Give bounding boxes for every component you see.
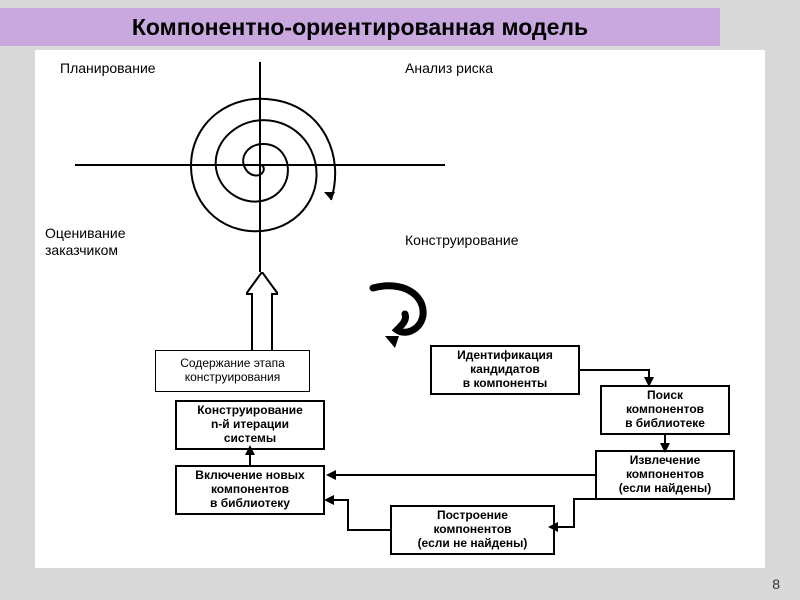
arrow-up-icon (245, 445, 255, 455)
box-stage-content: Содержание этапаконструирования (155, 350, 310, 392)
box-identify-label: Идентификациякандидатовв компоненты (457, 349, 553, 390)
arrow-left-icon (324, 495, 334, 505)
box-extract-label: Извлечениекомпонентов(если найдены) (619, 454, 712, 495)
block-arrow-up (246, 272, 278, 352)
box-construct-iter-label: Конструированиеn-й итерациисистемы (197, 404, 303, 445)
arrow-down-icon (660, 443, 670, 453)
box-identify: Идентификациякандидатовв компоненты (430, 345, 580, 395)
page-number: 8 (772, 576, 780, 592)
edge (335, 474, 595, 476)
edge (573, 498, 575, 528)
curly-arrow (353, 280, 443, 355)
box-include-new-label: Включение новыхкомпонентовв библиотеку (195, 469, 304, 510)
edge (573, 498, 595, 500)
edge (347, 529, 390, 531)
box-build: Построениекомпонентов(если не найдены) (390, 505, 555, 555)
spiral-chart (35, 50, 555, 280)
box-include-new: Включение новыхкомпонентовв библиотеку (175, 465, 325, 515)
box-search: Поисккомпонентовв библиотеке (600, 385, 730, 435)
box-extract: Извлечениекомпонентов(если найдены) (595, 450, 735, 500)
box-stage-content-label: Содержание этапаконструирования (180, 357, 285, 385)
edge (555, 526, 575, 528)
edge (333, 499, 349, 501)
page-title: Компонентно-ориентированная модель (132, 14, 588, 41)
box-build-label: Построениекомпонентов(если не найдены) (418, 509, 528, 550)
title-bar: Компонентно-ориентированная модель (0, 8, 720, 46)
box-search-label: Поисккомпонентовв библиотеке (625, 389, 705, 430)
box-construct-iter: Конструированиеn-й итерациисистемы (175, 400, 325, 450)
arrow-down-icon (644, 377, 654, 387)
edge (347, 499, 349, 531)
arrow-left-icon (548, 522, 558, 532)
diagram-canvas: Планирование Анализ риска Оценивание зак… (35, 50, 765, 568)
edge (580, 369, 650, 371)
arrow-left-icon (326, 470, 336, 480)
